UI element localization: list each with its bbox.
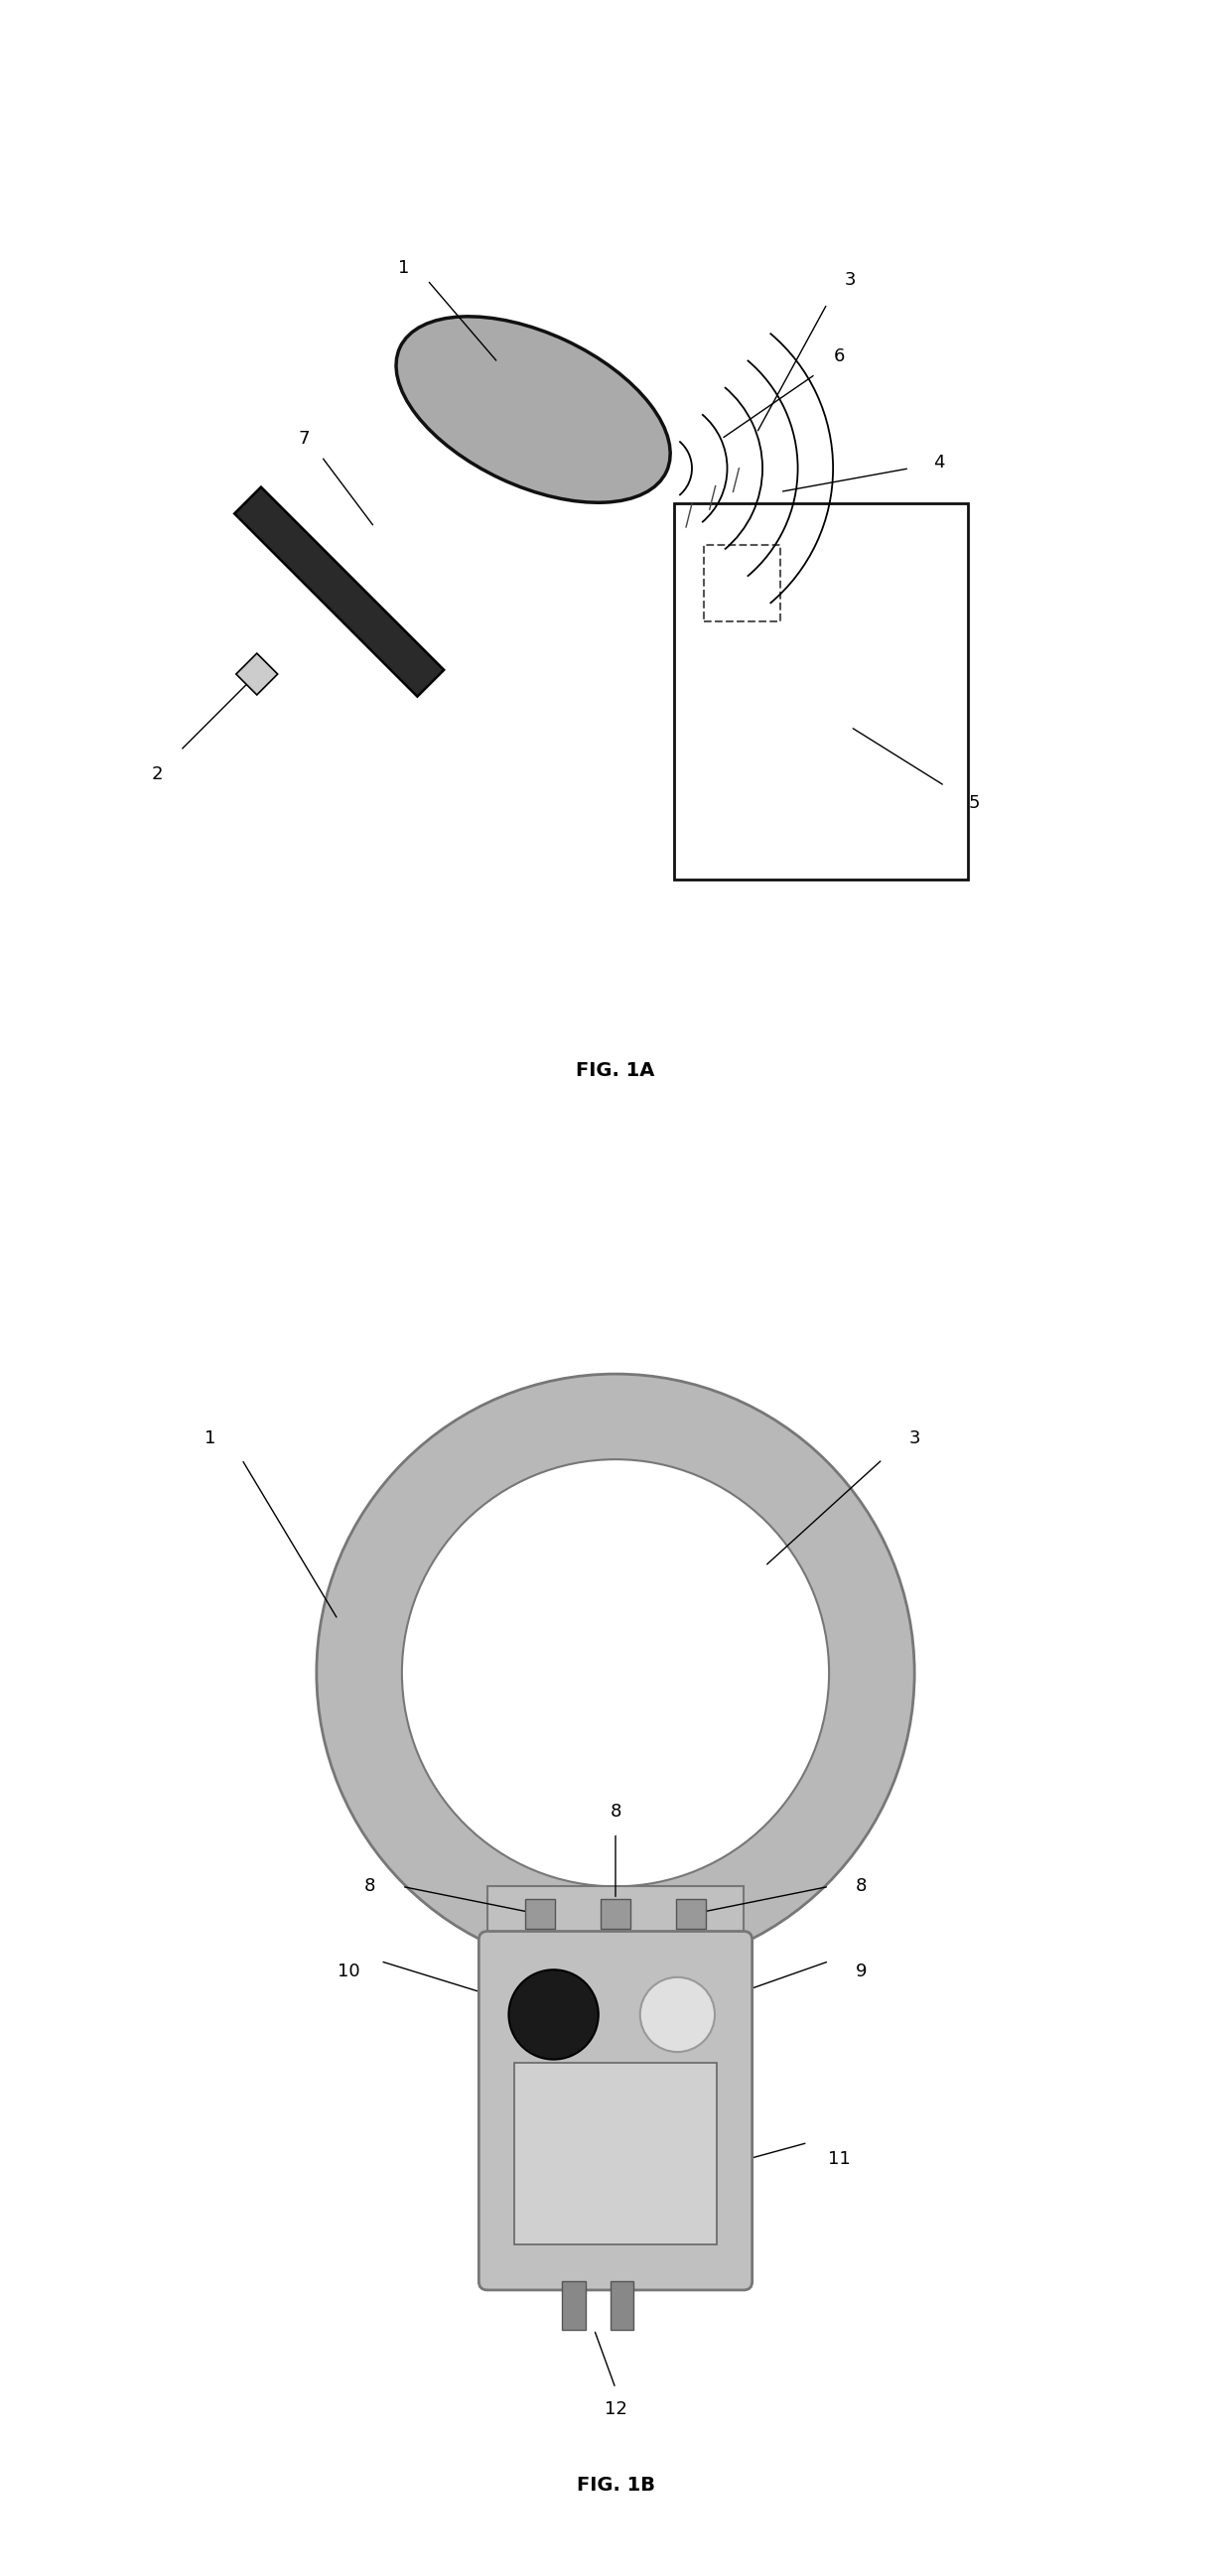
Bar — [563, 2282, 586, 2329]
Text: 12: 12 — [604, 2401, 627, 2419]
Bar — [601, 1899, 630, 1929]
Circle shape — [508, 1971, 598, 2058]
Circle shape — [403, 1461, 828, 1886]
Text: 10: 10 — [337, 1963, 359, 1981]
Text: 3: 3 — [844, 270, 857, 289]
Text: 6: 6 — [833, 348, 844, 366]
Text: 11: 11 — [828, 2151, 851, 2166]
Circle shape — [316, 1373, 915, 1971]
Text: 1: 1 — [204, 1430, 215, 1448]
Text: 8: 8 — [364, 1878, 375, 1896]
Text: 8: 8 — [856, 1878, 867, 1896]
Text: 1: 1 — [398, 260, 410, 278]
Bar — [611, 2282, 634, 2329]
FancyBboxPatch shape — [479, 1932, 752, 2290]
Text: 8: 8 — [609, 1803, 622, 1821]
Text: 4: 4 — [933, 453, 944, 471]
Text: 7: 7 — [298, 430, 310, 448]
Bar — [675, 502, 969, 881]
Text: 2: 2 — [151, 765, 162, 783]
Polygon shape — [234, 487, 444, 696]
Text: 3: 3 — [908, 1430, 921, 1448]
Text: FIG. 1A: FIG. 1A — [576, 1061, 655, 1079]
Ellipse shape — [396, 317, 670, 502]
Bar — [487, 1886, 744, 1940]
Text: FIG. 1B: FIG. 1B — [576, 2476, 655, 2496]
Bar — [524, 1899, 555, 1929]
Text: 9: 9 — [856, 1963, 867, 1981]
FancyBboxPatch shape — [515, 2063, 716, 2244]
Text: 5: 5 — [969, 793, 980, 811]
Bar — [676, 1899, 707, 1929]
Polygon shape — [236, 654, 278, 696]
Circle shape — [640, 1978, 715, 2053]
Bar — [704, 544, 780, 621]
